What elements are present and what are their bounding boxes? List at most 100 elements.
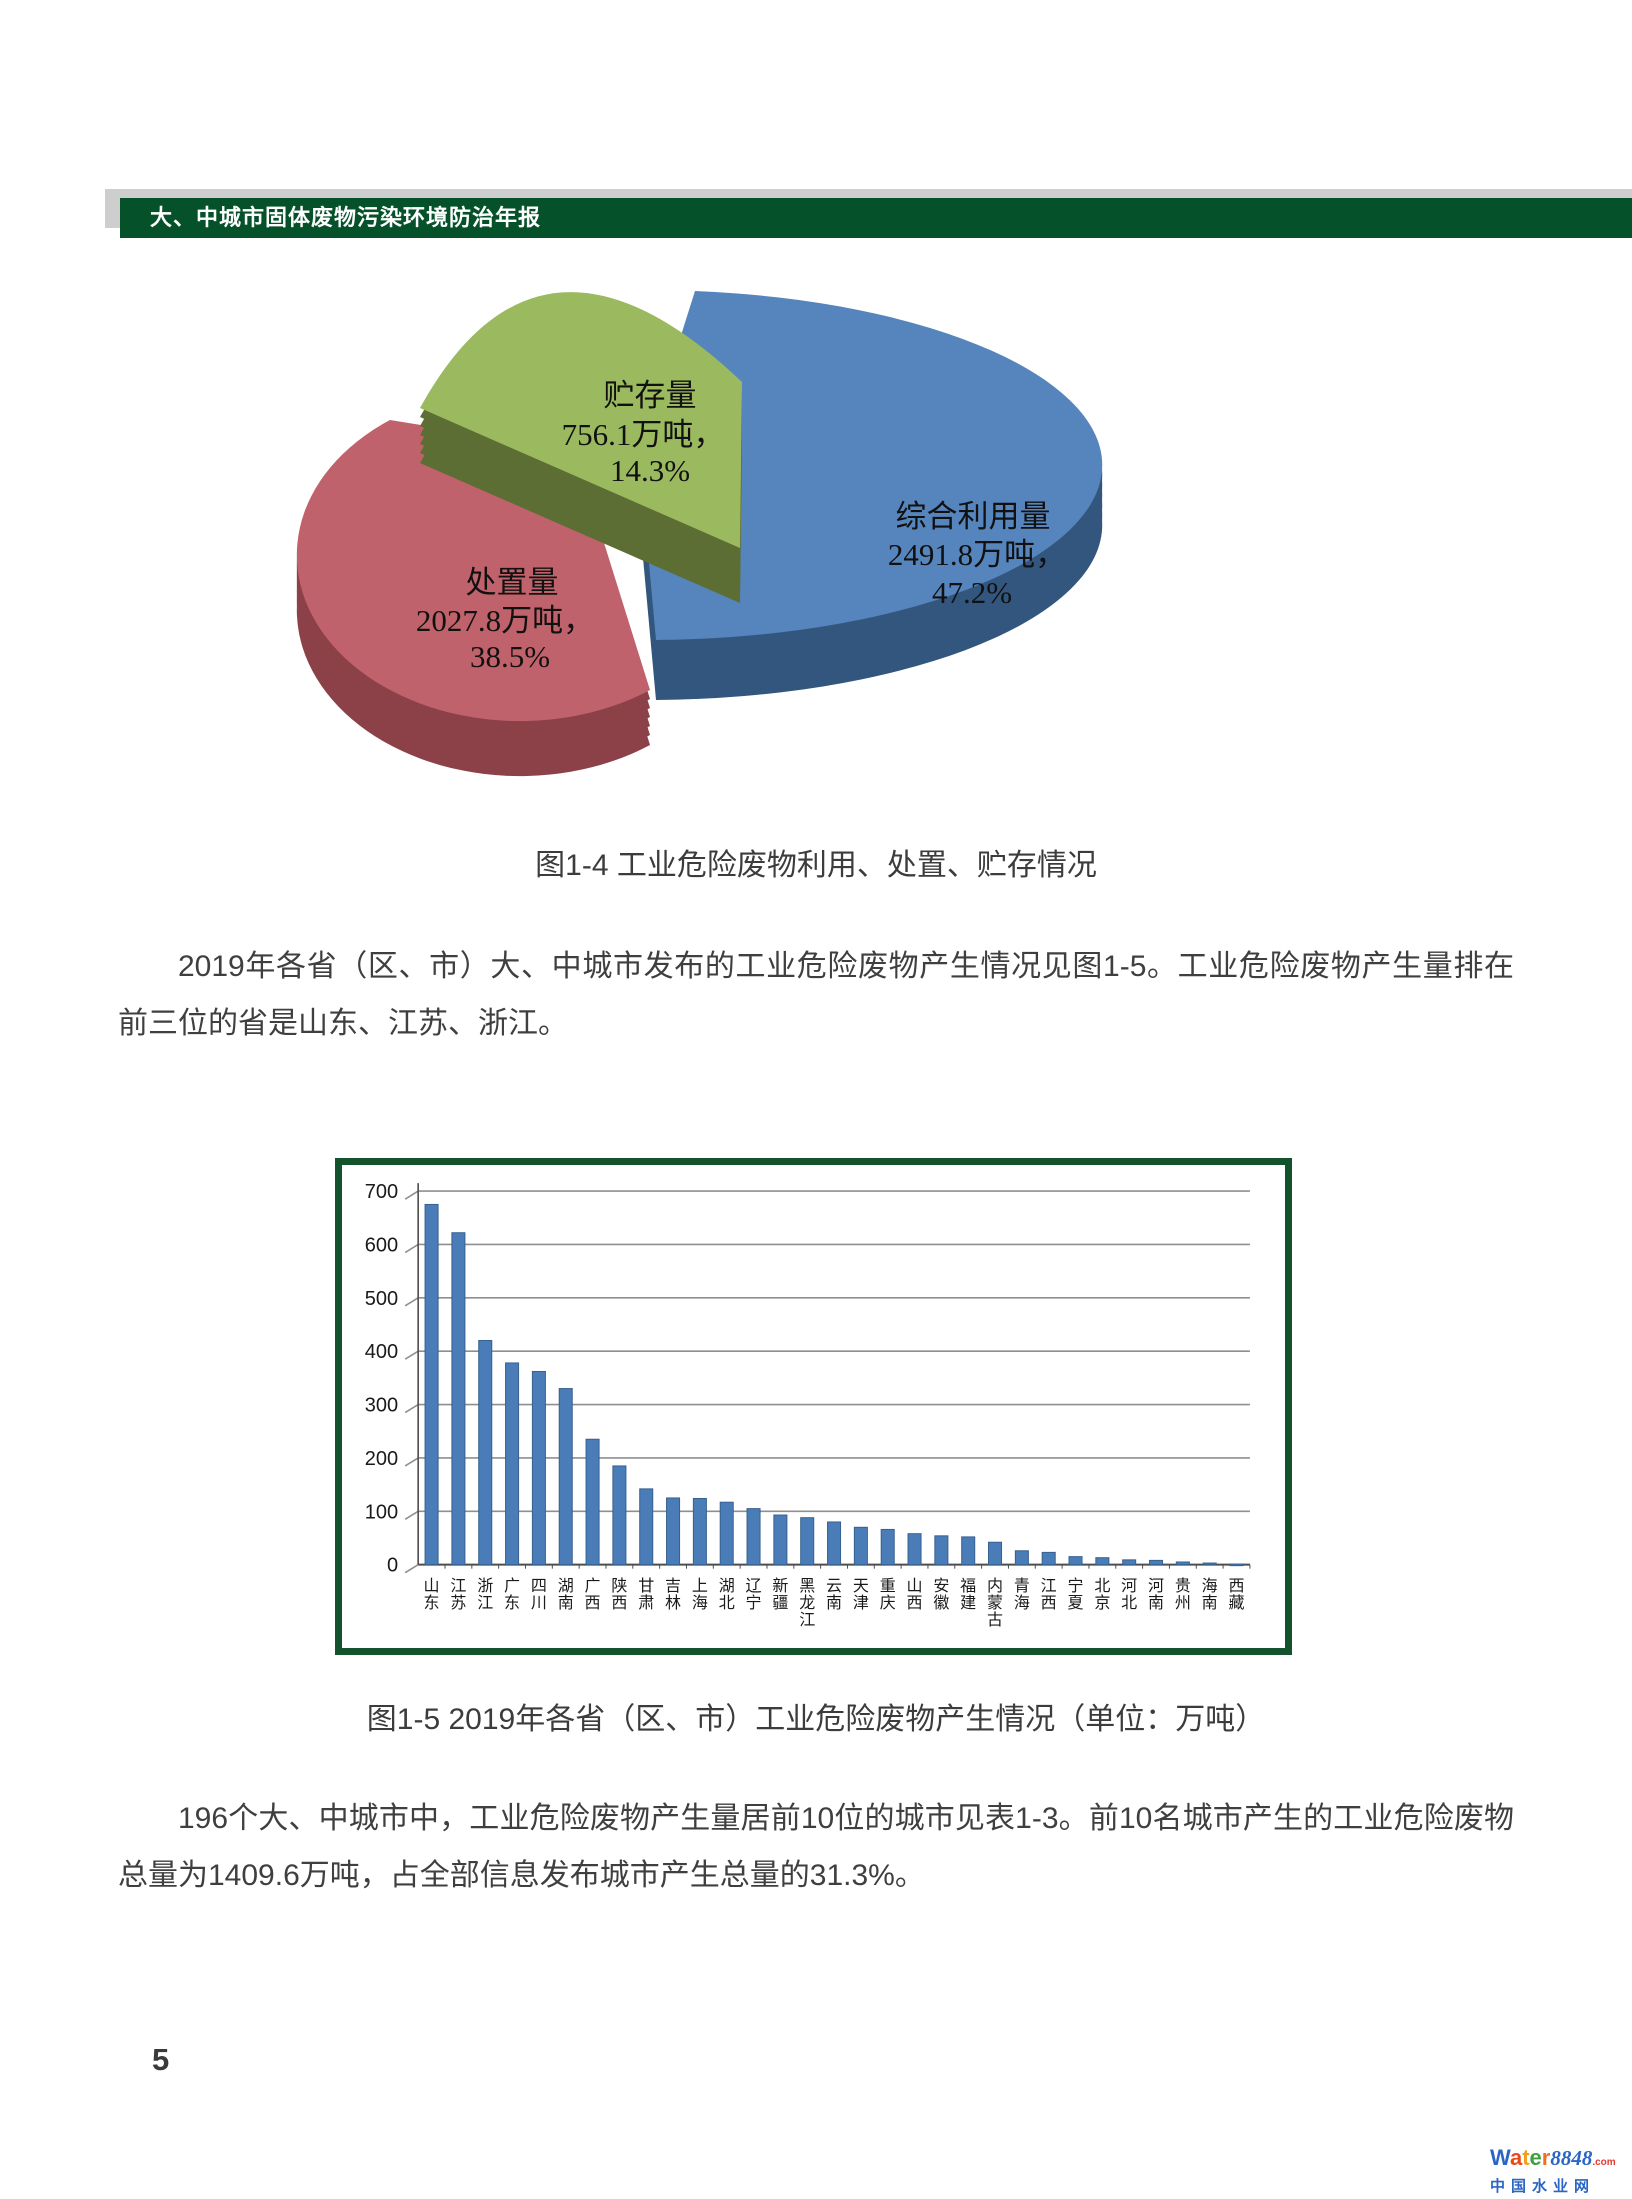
x-label-浙江: 浙江 [477, 1577, 493, 1612]
bar-安徽 [934, 1535, 949, 1566]
y-tick-label: 300 [365, 1395, 398, 1417]
watermark-letter: t [1522, 2145, 1530, 2170]
y-tick-label: 700 [365, 1181, 398, 1203]
y-tick-label: 200 [365, 1448, 398, 1470]
x-label-河南: 河南 [1148, 1577, 1164, 1612]
page-number: 5 [152, 2042, 170, 2077]
x-label-天津: 天津 [853, 1577, 869, 1612]
x-label-辽宁: 辽宁 [746, 1577, 762, 1612]
axis-tick [404, 1350, 419, 1360]
watermark-letter: W [1490, 2145, 1510, 2170]
disposal-label-value: 2027.8万吨， [416, 603, 594, 638]
storage-label-name: 贮存量 [604, 378, 697, 413]
x-label-内蒙古: 内蒙古 [987, 1577, 1003, 1629]
x-label-安徽: 安徽 [933, 1577, 949, 1612]
x-label-黑龙江: 黑龙江 [799, 1577, 815, 1629]
figure5-caption: 图1-5 2019年各省（区、市）工业危险废物产生情况（单位：万吨） [366, 1703, 1266, 1736]
axis-tick [404, 1297, 419, 1307]
x-label-广西: 广西 [585, 1577, 601, 1612]
bar-海南 [1202, 1562, 1217, 1566]
x-label-福建: 福建 [960, 1577, 976, 1612]
bar-江西 [1041, 1551, 1056, 1566]
bar-辽宁 [746, 1508, 761, 1566]
bar-山西 [907, 1533, 922, 1566]
x-label-新疆: 新疆 [772, 1577, 788, 1612]
paragraph-1: 2019年各省（区、市）大、中城市发布的工业危险废物产生情况见图1-5。工业危险… [118, 950, 1514, 1040]
axis-tick [404, 1243, 419, 1254]
x-label-湖南: 湖南 [558, 1577, 574, 1612]
figure4-caption: 图1-4 工业危险废物利用、处置、贮存情况 [535, 849, 1097, 882]
watermark-brand-letters: Water [1490, 2145, 1550, 2170]
pie-chart-svg: 贮存量 756.1万吨， 14.3% 处置量 2027.8万吨， 38.5% 综… [296, 291, 1103, 777]
x-label-河北: 河北 [1121, 1577, 1137, 1612]
x-label-山东: 山东 [424, 1577, 440, 1612]
disposal-label-name: 处置量 [466, 565, 559, 600]
bar-黑龙江 [800, 1517, 815, 1566]
bar-湖南 [558, 1388, 573, 1566]
watermark-letter: r [1541, 2145, 1551, 2170]
pie-chart-figure: 贮存量 756.1万吨， 14.3% 处置量 2027.8万吨， 38.5% 综… [280, 250, 1120, 810]
bar-内蒙古 [988, 1541, 1003, 1566]
watermark: Water8848.com 中国水业网 [1490, 2146, 1632, 2198]
x-label-海南: 海南 [1202, 1577, 1218, 1612]
watermark-domain-suffix: .com [1592, 2157, 1616, 2168]
header-title: 大、中城市固体废物污染环境防治年报 [150, 205, 542, 230]
watermark-brand: Water8848.com [1490, 2146, 1632, 2174]
x-label-四川: 四川 [531, 1577, 547, 1612]
x-label-云南: 云南 [826, 1577, 842, 1612]
bar-吉林 [666, 1497, 681, 1566]
axis-tick [404, 1190, 419, 1200]
x-label-上海: 上海 [692, 1577, 708, 1612]
x-label-吉林: 吉林 [665, 1577, 681, 1612]
x-label-贵州: 贵州 [1175, 1577, 1191, 1612]
bar-上海 [692, 1497, 707, 1566]
bar-山东 [424, 1203, 439, 1566]
axis-tick [404, 1510, 419, 1521]
bar-浙江 [478, 1340, 493, 1566]
bar-天津 [853, 1526, 868, 1566]
axis-tick [404, 1403, 419, 1414]
y-tick-label: 0 [387, 1555, 398, 1577]
watermark-letter: a [1509, 2145, 1523, 2170]
utilization-label-name: 综合利用量 [896, 499, 1051, 534]
bar-chart-svg: 700 600 500 400 300 200 100 0 山东江苏浙江广东四川湖南广西陕西甘肃… [365, 1181, 1251, 1629]
y-tick-label: 100 [365, 1501, 398, 1523]
x-label-西藏: 西藏 [1228, 1577, 1244, 1612]
bar-西藏 [1229, 1563, 1244, 1567]
bar-云南 [827, 1521, 842, 1566]
bar-四川 [531, 1370, 546, 1566]
x-label-江西: 江西 [1041, 1577, 1057, 1612]
axis-tick [404, 1563, 419, 1574]
disposal-label-percent: 38.5% [470, 639, 550, 674]
bar-宁夏 [1068, 1556, 1083, 1566]
bar-chart-figure: 700 600 500 400 300 200 100 0 山东 江苏 浙江 广东 四川 湖南 广西 陕西 甘肃… [335, 1158, 1292, 1655]
bar-重庆 [880, 1528, 895, 1566]
utilization-label-value: 2491.8万吨， [888, 537, 1066, 572]
bar-江苏 [451, 1232, 466, 1566]
x-label-山西: 山西 [907, 1577, 923, 1612]
storage-label-percent: 14.3% [610, 453, 690, 488]
bar-新疆 [773, 1514, 788, 1566]
bar-河北 [1122, 1559, 1137, 1566]
x-label-青海: 青海 [1014, 1577, 1030, 1612]
paragraph-2: 196个大、中城市中，工业危险废物产生量居前10位的城市见表1-3。前10名城市… [118, 1802, 1514, 1892]
x-label-陕西: 陕西 [611, 1577, 627, 1612]
axis-tick [404, 1457, 419, 1467]
bar-青海 [1014, 1550, 1029, 1566]
bar-陕西 [612, 1465, 627, 1566]
header-bar: 大、中城市固体废物污染环境防治年报 [120, 198, 1632, 238]
utilization-label-percent: 47.2% [932, 575, 1012, 610]
watermark-letter: e [1529, 2145, 1542, 2170]
bar-甘肃 [639, 1488, 654, 1566]
bar-福建 [961, 1536, 976, 1566]
x-label-广东: 广东 [504, 1577, 520, 1612]
x-label-湖北: 湖北 [719, 1577, 735, 1612]
bar-河南 [1149, 1559, 1164, 1566]
watermark-brand-number: 8848 [1550, 2146, 1593, 2170]
y-tick-label: 600 [365, 1234, 398, 1256]
watermark-subtitle: 中国水业网 [1490, 2178, 1596, 2195]
bar-广西 [585, 1438, 600, 1566]
x-label-甘肃: 甘肃 [638, 1577, 654, 1612]
x-label-宁夏: 宁夏 [1068, 1577, 1084, 1612]
bar-贵州 [1175, 1561, 1190, 1566]
